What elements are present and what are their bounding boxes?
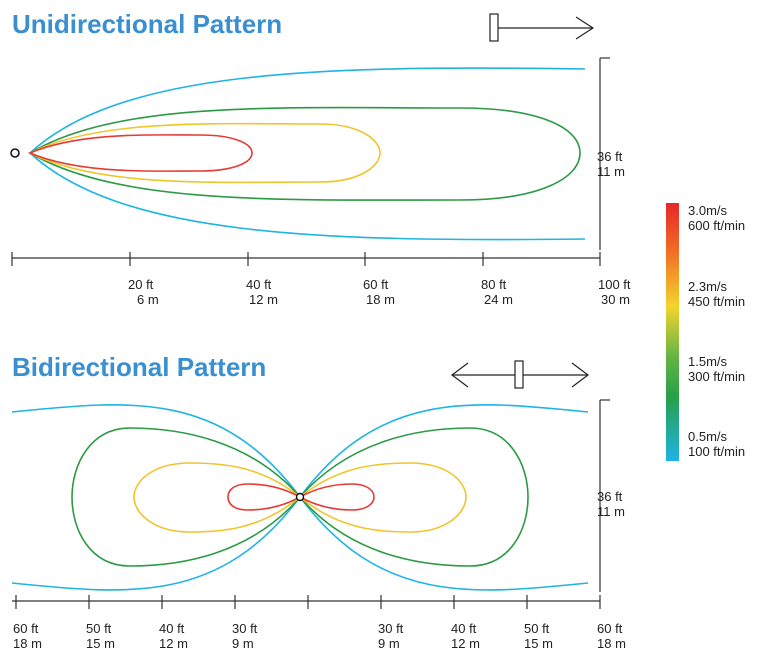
bidirectional-fan-arrow-icon	[451, 360, 589, 389]
bidirectional-contours	[11, 404, 589, 591]
bi-contour-red	[227, 483, 375, 511]
bi-tick-m: 18 m	[597, 636, 626, 651]
legend-ms: 0.5m/s	[688, 429, 728, 444]
bi-tick-ft: 60 ft	[13, 621, 39, 636]
bi-tick-m: 15 m	[86, 636, 115, 651]
bi-tick-ft: 40 ft	[451, 621, 477, 636]
uni-tick-m: 24 m	[484, 292, 513, 307]
uni-contour-yellow	[28, 122, 381, 184]
legend-fpm: 600 ft/min	[688, 218, 745, 233]
unidirectional-title: Unidirectional Pattern	[12, 9, 282, 39]
uni-tick-ft: 80 ft	[481, 277, 507, 292]
bi-tick-ft: 50 ft	[86, 621, 112, 636]
uni-tick-m: 6 m	[137, 292, 159, 307]
legend-fpm: 300 ft/min	[688, 369, 745, 384]
bidirectional-x-axis	[12, 595, 601, 609]
legend-fpm: 450 ft/min	[688, 294, 745, 309]
bi-tick-m: 12 m	[451, 636, 480, 651]
legend-fpm: 100 ft/min	[688, 444, 745, 459]
unidirectional-height-ft: 36 ft	[597, 149, 623, 164]
uni-tick-m: 12 m	[249, 292, 278, 307]
bi-tick-m: 12 m	[159, 636, 188, 651]
legend-ms: 2.3m/s	[688, 279, 728, 294]
uni-contour-red	[27, 134, 253, 172]
fan-origin-icon	[295, 492, 305, 502]
bi-tick-m: 9 m	[232, 636, 254, 651]
bi-tick-ft: 30 ft	[378, 621, 404, 636]
fan-origin-icon	[10, 148, 20, 158]
uni-tick-ft: 40 ft	[246, 277, 272, 292]
legend-ms: 1.5m/s	[688, 354, 728, 369]
unidirectional-height-bracket	[599, 57, 610, 250]
velocity-legend: 3.0m/s 600 ft/min 2.3m/s 450 ft/min 1.5m…	[688, 203, 745, 459]
bi-tick-m: 18 m	[13, 636, 42, 651]
bidirectional-height-ft: 36 ft	[597, 489, 623, 504]
uni-tick-m: 30 m	[601, 292, 630, 307]
bi-tick-m: 9 m	[378, 636, 400, 651]
bidirectional-height-bracket	[599, 399, 610, 592]
uni-tick-ft: 20 ft	[128, 277, 154, 292]
unidirectional-tick-labels: 20 ft 6 m 40 ft 12 m 60 ft 18 m 80 ft 24…	[128, 277, 631, 307]
legend-ms: 3.0m/s	[688, 203, 728, 218]
bidirectional-title: Bidirectional Pattern	[12, 352, 266, 382]
uni-tick-m: 18 m	[366, 292, 395, 307]
bidirectional-height-m: 11 m	[597, 504, 625, 519]
bi-tick-ft: 50 ft	[524, 621, 550, 636]
velocity-color-bar	[666, 203, 679, 461]
bi-contour-yellow	[133, 462, 467, 533]
bi-tick-ft: 60 ft	[597, 621, 623, 636]
uni-tick-ft: 100 ft	[598, 277, 631, 292]
unidirectional-x-axis	[11, 252, 601, 266]
bi-tick-ft: 40 ft	[159, 621, 185, 636]
bidirectional-tick-labels: 60 ft 18 m 50 ft 15 m 40 ft 12 m 30 ft 9…	[13, 621, 626, 651]
bi-contour-cyan	[11, 404, 589, 591]
unidirectional-height-m: 11 m	[597, 164, 625, 179]
uni-tick-ft: 60 ft	[363, 277, 389, 292]
bi-tick-m: 15 m	[524, 636, 553, 651]
uni-contour-green	[28, 106, 581, 201]
bi-tick-ft: 30 ft	[232, 621, 258, 636]
uni-contour-cyan	[29, 67, 586, 241]
unidirectional-fan-arrow-icon	[489, 13, 595, 42]
unidirectional-contours	[27, 67, 586, 241]
bi-contour-green	[71, 427, 529, 567]
